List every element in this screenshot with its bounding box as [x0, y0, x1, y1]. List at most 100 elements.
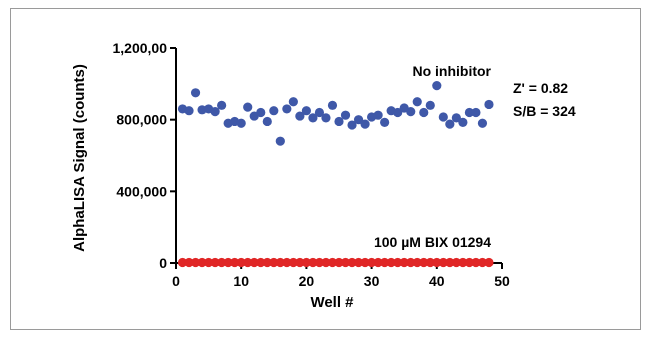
data-point — [471, 107, 481, 118]
data-point — [295, 257, 305, 268]
data-point — [288, 257, 298, 268]
data-point — [262, 257, 272, 268]
data-point — [184, 257, 194, 268]
data-point — [347, 257, 357, 268]
data-point — [217, 257, 227, 268]
data-point — [243, 102, 253, 112]
data-point — [380, 257, 390, 268]
data-point — [360, 257, 370, 268]
figure-frame — [10, 8, 641, 330]
y-tick-label: 1,200,00 — [113, 40, 168, 56]
x-axis-label: Well # — [310, 294, 354, 311]
data-point — [477, 118, 488, 128]
data-point — [210, 107, 220, 117]
data-point — [249, 257, 259, 268]
annotation-sb-ratio: S/B = 324 — [513, 103, 576, 119]
data-point — [425, 257, 435, 268]
data-point — [321, 257, 331, 268]
data-point — [340, 257, 351, 268]
data-point — [282, 257, 292, 268]
data-point — [419, 257, 429, 268]
y-axis-label: AlphaLISA Signal (counts) — [71, 64, 88, 252]
data-point — [197, 257, 207, 268]
data-point — [223, 257, 233, 268]
data-point — [275, 257, 285, 268]
data-point — [353, 115, 364, 125]
data-point — [419, 107, 429, 118]
data-point — [230, 257, 240, 268]
x-tick-label: 50 — [494, 273, 510, 289]
data-point — [464, 257, 474, 268]
data-point — [236, 118, 246, 128]
data-point — [204, 257, 214, 268]
data-point — [190, 257, 201, 268]
y-tick-label: 400,000 — [116, 183, 167, 199]
data-point — [412, 257, 422, 268]
data-point — [445, 257, 455, 268]
y-tick-label: 800,000 — [116, 112, 167, 128]
data-point — [380, 117, 390, 127]
data-point — [314, 257, 325, 268]
data-point — [360, 119, 370, 129]
data-point — [393, 257, 403, 268]
data-point — [275, 136, 285, 146]
data-point — [464, 107, 474, 118]
data-point — [321, 113, 331, 123]
data-point — [301, 106, 311, 116]
x-tick-label: 10 — [233, 273, 249, 289]
data-point — [217, 100, 227, 110]
data-point — [301, 257, 311, 268]
x-tick-label: 20 — [299, 273, 315, 289]
data-point — [334, 116, 344, 127]
data-point — [340, 110, 351, 120]
data-point — [308, 257, 318, 268]
series-layer — [177, 81, 494, 268]
data-point — [458, 117, 468, 127]
data-point — [184, 106, 194, 116]
data-point — [425, 100, 435, 110]
data-point — [477, 257, 488, 268]
data-point — [373, 257, 383, 268]
data-point — [451, 257, 461, 268]
x-tick-label: 30 — [364, 273, 380, 289]
data-point — [314, 107, 325, 118]
data-point — [406, 107, 416, 117]
data-point — [367, 257, 377, 268]
data-point — [451, 113, 461, 123]
data-point — [386, 257, 396, 268]
data-point — [432, 81, 442, 91]
y-tick-label: 0 — [159, 255, 167, 271]
axes: 0 400,000 800,000 1,200,00 0 10 20 30 40 50 — [113, 40, 510, 289]
data-point — [269, 106, 279, 116]
data-point — [256, 107, 266, 118]
data-point — [484, 99, 494, 110]
data-point — [445, 119, 455, 129]
data-point — [347, 120, 357, 130]
data-point — [393, 107, 403, 118]
x-tick-label: 40 — [429, 273, 445, 289]
data-point — [210, 257, 220, 268]
data-point — [269, 257, 279, 268]
data-point — [295, 111, 305, 121]
series-1 — [177, 81, 494, 146]
data-point — [471, 257, 481, 268]
x-tick-label: 0 — [172, 273, 180, 289]
data-point — [438, 257, 448, 268]
data-point — [412, 97, 422, 107]
data-point — [288, 97, 298, 107]
data-point — [458, 257, 468, 268]
data-point — [484, 257, 494, 268]
data-point — [190, 88, 201, 98]
data-point — [243, 257, 253, 268]
data-point — [406, 257, 416, 268]
data-point — [262, 116, 272, 127]
data-point — [373, 110, 383, 120]
data-point — [438, 112, 448, 122]
annotation-no-inhibitor: No inhibitor — [412, 63, 491, 79]
data-point — [353, 257, 364, 268]
annotation-inhibitor: 100 µM BIX 01294 — [374, 234, 491, 250]
data-point — [432, 257, 442, 268]
annotation-z-prime: Z' = 0.82 — [513, 80, 568, 96]
data-point — [282, 104, 292, 114]
